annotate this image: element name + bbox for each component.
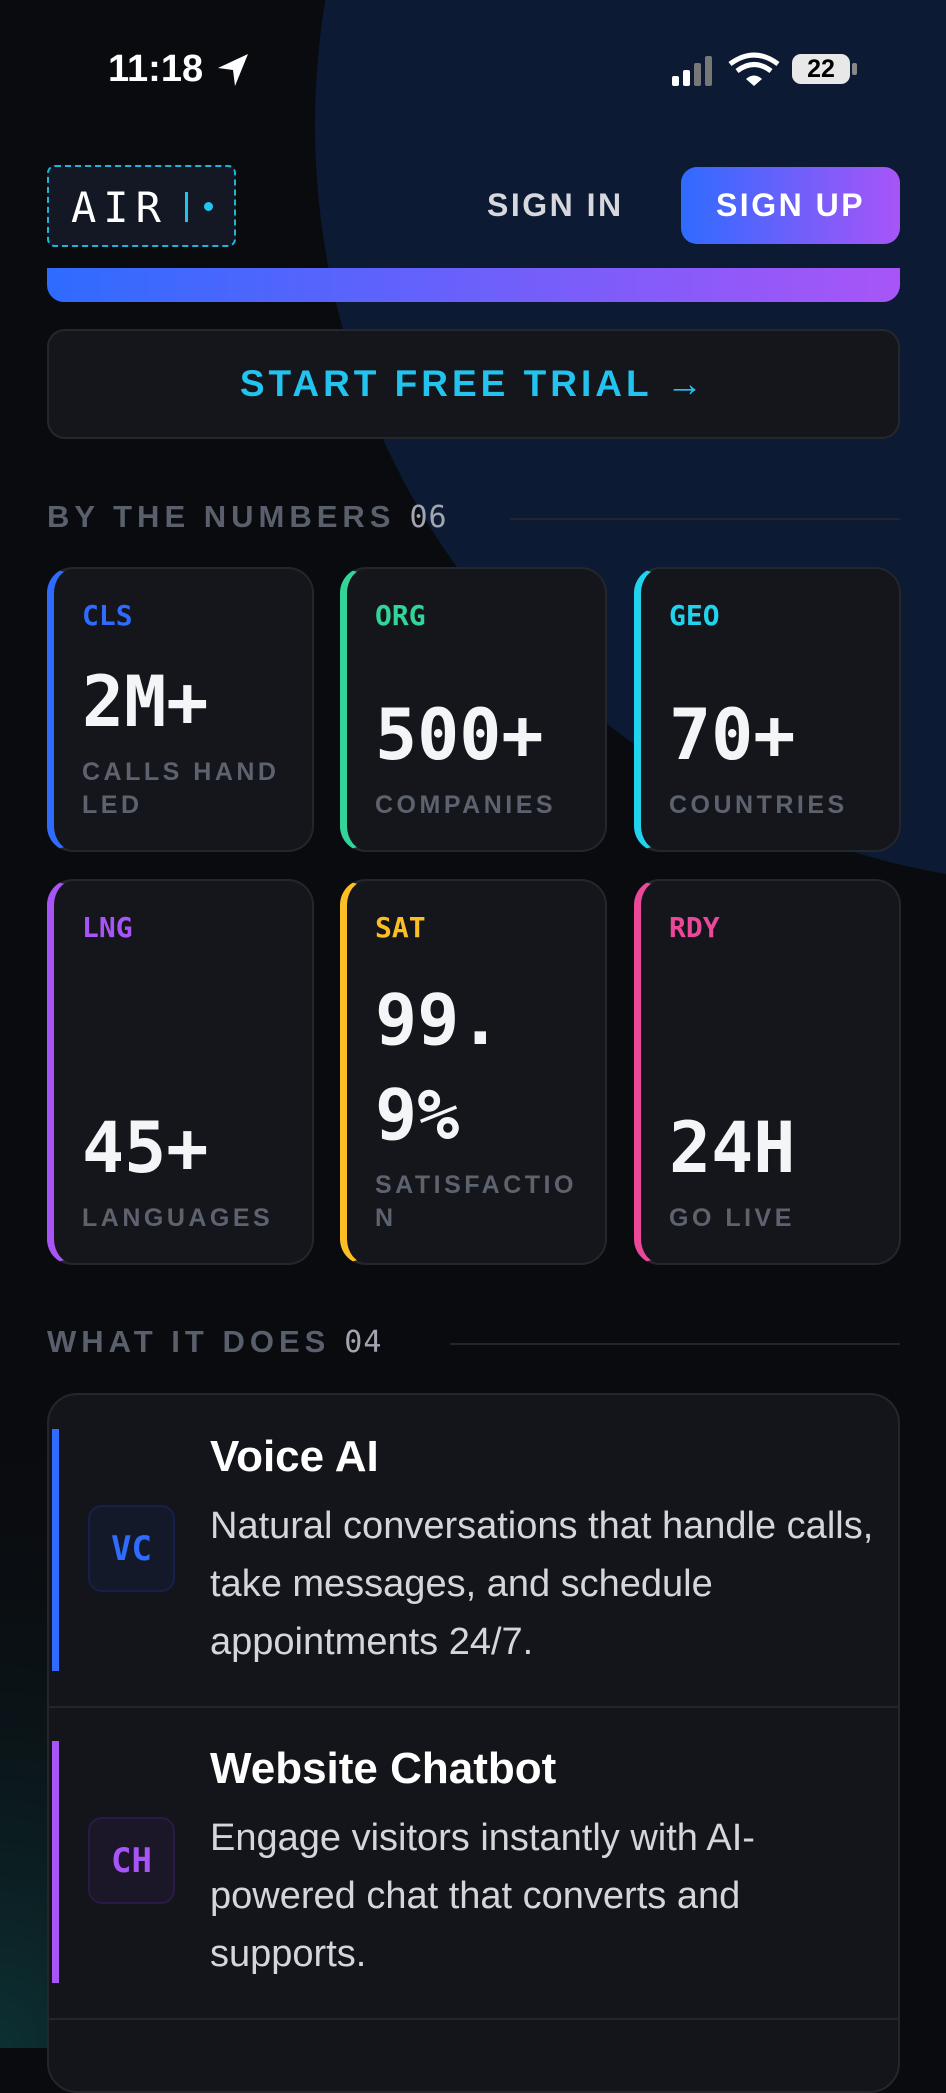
battery: 22	[792, 54, 850, 84]
service-icon: CH	[88, 1817, 175, 1904]
sign-up-button[interactable]: SIGN UP	[681, 167, 900, 244]
services-card: VC Voice AI Natural conversations that han…	[47, 1393, 900, 2093]
stat-value: 2M+	[82, 661, 209, 743]
section-title: BY THE NUMBERS	[47, 499, 396, 534]
gradient-bar	[47, 268, 900, 302]
stat-value: 99.9%	[375, 979, 502, 1156]
stat-card: LNG 45+ LANGUAGES	[47, 879, 314, 1265]
stat-label: LANGUAGES	[82, 1204, 274, 1232]
section-count: 04	[344, 1324, 383, 1360]
status-icons	[672, 52, 780, 86]
divider	[49, 1706, 898, 1708]
stat-label: SATISFACTION	[375, 1171, 577, 1232]
stat-label: CALLS HANDLED	[82, 758, 280, 819]
stat-card: RDY 24H GO LIVE	[634, 879, 901, 1265]
status-time: 11:18	[108, 48, 204, 90]
section-count: 06	[409, 499, 448, 535]
service-title: Voice AI	[210, 1432, 379, 1481]
battery-tip	[852, 63, 857, 75]
stat-card: ORG 500+ COMPANIES	[340, 567, 607, 852]
stats-header: BY THE NUMBERS 06	[47, 499, 448, 535]
stat-code: RDY	[669, 911, 720, 944]
stat-label: GO LIVE	[669, 1204, 795, 1232]
service-accent	[52, 1429, 59, 1671]
stat-code: ORG	[375, 599, 426, 632]
logo-text: AIR	[71, 183, 168, 232]
service-description: Natural conversations that handle calls,…	[210, 1505, 874, 1663]
service-icon: VC	[88, 1505, 175, 1592]
service-title: Website Chatbot	[210, 1744, 557, 1793]
stat-code: GEO	[669, 599, 720, 632]
service-accent	[52, 1741, 59, 1983]
stat-card: GEO 70+ COUNTRIES	[634, 567, 901, 852]
services-header: WHAT IT DOES 04	[47, 1324, 382, 1360]
stat-code: LNG	[82, 911, 133, 944]
stat-value: 24H	[669, 1107, 796, 1189]
divider	[49, 2018, 898, 2020]
section-title: WHAT IT DOES	[47, 1324, 331, 1359]
stat-card: SAT 99.9% SATISFACTION	[340, 879, 607, 1265]
section-line	[510, 518, 900, 520]
stat-card: CLS 2M+ CALLS HANDLED	[47, 567, 314, 852]
logo-dot	[204, 202, 213, 211]
stat-value: 500+	[375, 694, 544, 776]
start-trial-button[interactable]: START FREE TRIAL →	[47, 329, 900, 439]
stat-value: 70+	[669, 694, 796, 776]
stat-code: CLS	[82, 599, 133, 632]
service-description: Engage visitors instantly with AI-powere…	[210, 1817, 755, 1975]
sign-in[interactable]: SIGN IN	[487, 187, 624, 223]
logo-bar	[185, 192, 188, 222]
stat-label: COMPANIES	[375, 791, 557, 819]
section-line	[450, 1343, 900, 1345]
stat-value: 45+	[82, 1107, 209, 1189]
stat-label: COUNTRIES	[669, 791, 848, 819]
logo[interactable]: AIR	[47, 165, 236, 247]
stat-code: SAT	[375, 911, 426, 944]
location-icon	[218, 54, 248, 86]
